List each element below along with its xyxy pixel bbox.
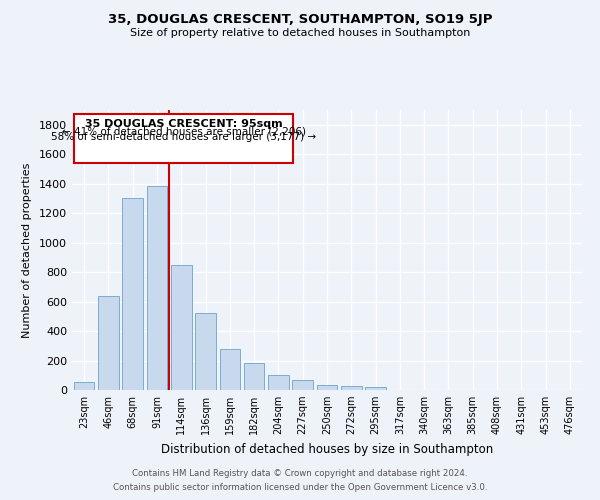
Bar	[317, 385, 337, 390]
Bar	[195, 312, 216, 390]
Bar	[365, 387, 386, 390]
Text: 35, DOUGLAS CRESCENT, SOUTHAMPTON, SO19 5JP: 35, DOUGLAS CRESCENT, SOUTHAMPTON, SO19 …	[108, 12, 492, 26]
Bar	[74, 114, 293, 163]
X-axis label: Distribution of detached houses by size in Southampton: Distribution of detached houses by size …	[161, 442, 493, 456]
Bar	[292, 380, 313, 390]
Text: Size of property relative to detached houses in Southampton: Size of property relative to detached ho…	[130, 28, 470, 38]
Text: ← 41% of detached houses are smaller (2,206): ← 41% of detached houses are smaller (2,…	[62, 126, 306, 136]
Bar	[74, 382, 94, 390]
Bar	[244, 364, 265, 390]
Text: Contains public sector information licensed under the Open Government Licence v3: Contains public sector information licen…	[113, 484, 487, 492]
Y-axis label: Number of detached properties: Number of detached properties	[22, 162, 32, 338]
Text: 58% of semi-detached houses are larger (3,177) →: 58% of semi-detached houses are larger (…	[51, 132, 316, 142]
Bar	[171, 266, 191, 390]
Bar	[341, 386, 362, 390]
Bar	[268, 374, 289, 390]
Bar	[122, 198, 143, 390]
Bar	[220, 348, 240, 390]
Text: Contains HM Land Registry data © Crown copyright and database right 2024.: Contains HM Land Registry data © Crown c…	[132, 468, 468, 477]
Bar	[146, 186, 167, 390]
Bar	[98, 296, 119, 390]
Text: 35 DOUGLAS CRESCENT: 95sqm: 35 DOUGLAS CRESCENT: 95sqm	[85, 119, 283, 129]
